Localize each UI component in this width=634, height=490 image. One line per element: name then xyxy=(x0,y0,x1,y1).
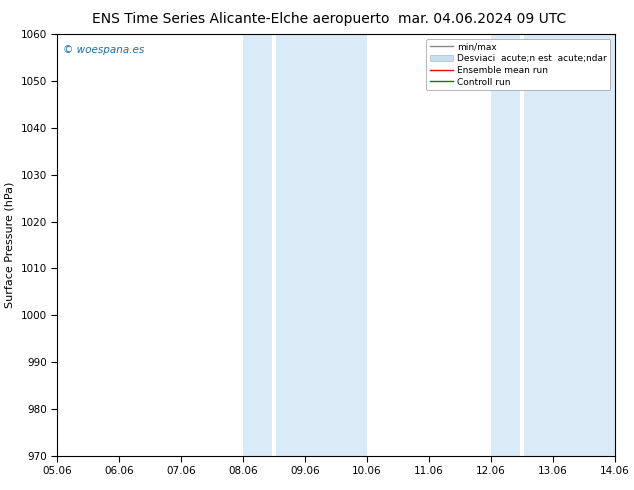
Text: © woespana.es: © woespana.es xyxy=(63,45,144,55)
Y-axis label: Surface Pressure (hPa): Surface Pressure (hPa) xyxy=(5,182,15,308)
Bar xyxy=(491,34,520,456)
Bar xyxy=(243,34,272,456)
Bar xyxy=(524,34,615,456)
Bar xyxy=(276,34,367,456)
Text: mar. 04.06.2024 09 UTC: mar. 04.06.2024 09 UTC xyxy=(398,12,566,26)
Text: ENS Time Series Alicante-Elche aeropuerto: ENS Time Series Alicante-Elche aeropuert… xyxy=(92,12,390,26)
Legend: min/max, Desviaci  acute;n est  acute;ndar, Ensemble mean run, Controll run: min/max, Desviaci acute;n est acute;ndar… xyxy=(427,39,611,90)
